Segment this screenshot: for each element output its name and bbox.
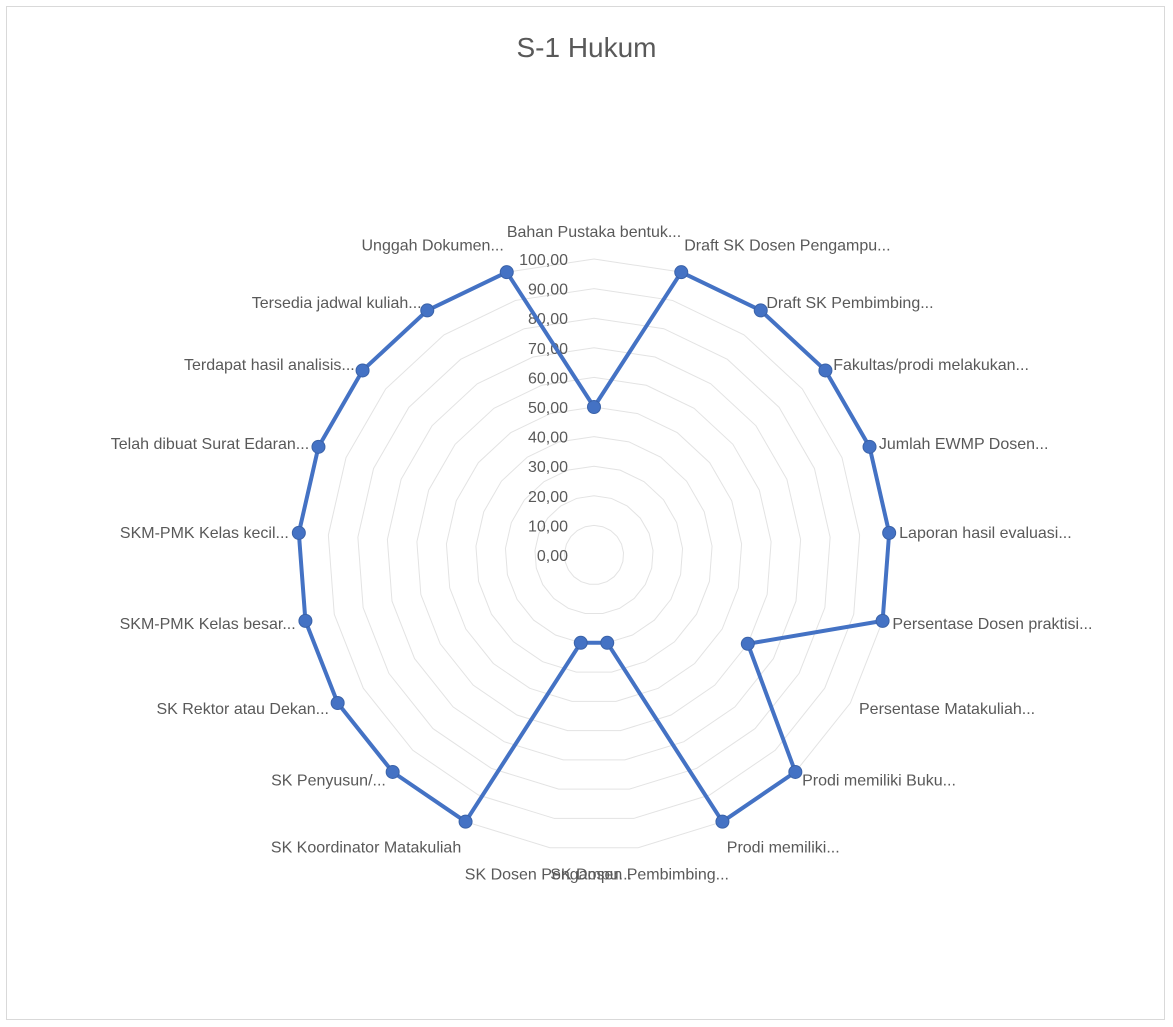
data-point xyxy=(458,814,473,829)
category-label: Unggah Dokumen... xyxy=(361,238,503,255)
data-point xyxy=(715,814,730,829)
category-label: Fakultas/prodi melakukan... xyxy=(833,357,1029,374)
data-point xyxy=(385,764,400,779)
chart-area xyxy=(6,6,1165,1020)
data-point xyxy=(311,439,326,454)
data-point xyxy=(355,363,370,378)
category-label: Persentase Matakuliah... xyxy=(859,701,1035,718)
gridline-ring xyxy=(416,376,772,732)
data-point xyxy=(600,635,615,650)
gridline-ring xyxy=(563,524,625,585)
data-point xyxy=(499,265,514,280)
series-line xyxy=(296,270,892,824)
data-point xyxy=(330,696,345,710)
category-label: SK Rektor atau Dekan... xyxy=(156,701,329,718)
radial-tick-label: 100,00 xyxy=(519,252,568,269)
data-point xyxy=(298,613,313,628)
category-label: SK Penyusun/... xyxy=(271,772,386,789)
radial-tick-label: 10,00 xyxy=(528,518,568,535)
category-label: Bahan Pustaka bentuk... xyxy=(507,224,681,241)
data-point xyxy=(753,303,768,318)
category-label: Persentase Dosen praktisi... xyxy=(892,616,1092,633)
category-label: Laporan hasil evaluasi... xyxy=(899,525,1072,542)
category-label: SKM-PMK Kelas kecil... xyxy=(120,525,289,542)
data-point xyxy=(818,363,833,378)
category-label: SK Koordinator Matakuliah xyxy=(271,840,461,857)
category-label: Tersedia jadwal kuliah... xyxy=(252,295,422,312)
category-label: Prodi memiliki... xyxy=(727,840,840,857)
radial-tick-label: 50,00 xyxy=(528,400,568,417)
category-label: Jumlah EWMP Dosen... xyxy=(879,436,1049,453)
category-label: Draft SK Pembimbing... xyxy=(766,295,933,312)
radial-tick-label: 60,00 xyxy=(528,370,568,387)
gridline-ring xyxy=(386,347,802,761)
data-point xyxy=(573,635,588,650)
category-label: SK Dosen Pembimbing... xyxy=(550,867,729,884)
data-point xyxy=(788,764,803,779)
gridline-ring xyxy=(357,317,831,790)
gridline-ring xyxy=(475,436,713,673)
category-label: SKM-PMK Kelas besar... xyxy=(120,616,296,633)
data-point xyxy=(587,400,601,414)
chart-title: S-1 Hukum xyxy=(516,32,657,63)
gridline-ring xyxy=(534,495,654,615)
radial-tick-label: 0,00 xyxy=(537,548,568,565)
category-label: Draft SK Dosen Pengampu... xyxy=(684,238,890,255)
category-label: Terdapat hasil analisis... xyxy=(184,357,355,374)
category-label: SK Dosen Pengampu... xyxy=(465,867,632,884)
data-point xyxy=(674,265,689,280)
data-point xyxy=(882,525,897,540)
data-point xyxy=(740,636,755,651)
radial-tick-label: 40,00 xyxy=(528,430,568,447)
category-label: Prodi memiliki Buku... xyxy=(802,772,956,789)
radial-tick-label: 90,00 xyxy=(528,282,568,299)
data-point xyxy=(291,525,306,540)
radial-tick-label: 30,00 xyxy=(528,459,568,476)
data-point xyxy=(420,303,435,318)
gridline-ring xyxy=(327,288,861,819)
radial-tick-label: 20,00 xyxy=(528,489,568,506)
data-point xyxy=(862,439,877,454)
data-point xyxy=(875,613,890,628)
category-label: Telah dibuat Surat Edaran... xyxy=(111,436,309,453)
gridline-ring xyxy=(445,406,743,702)
